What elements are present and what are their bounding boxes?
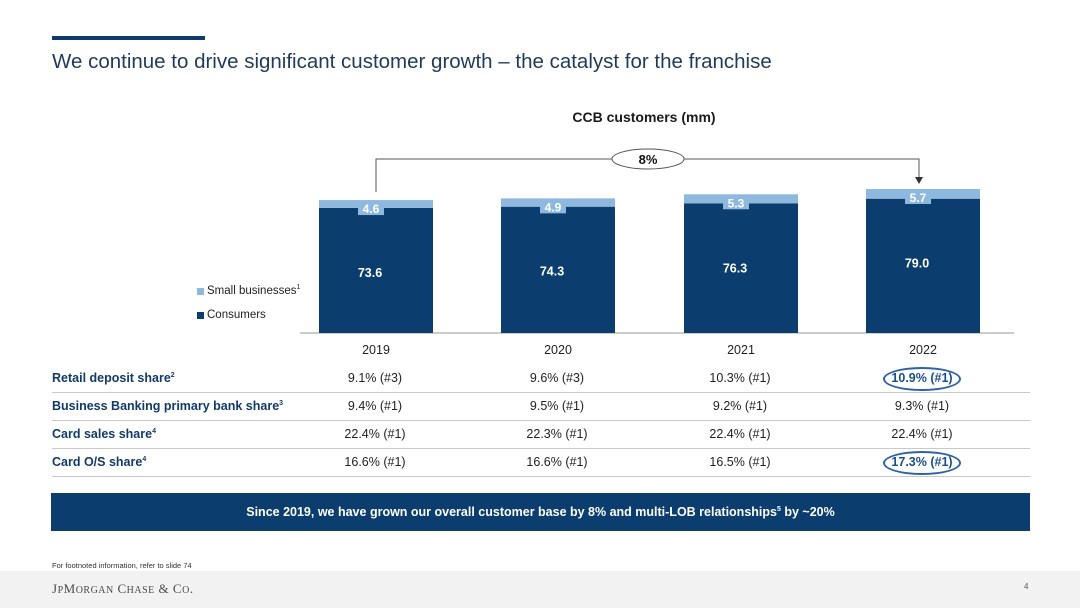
growth-badge bbox=[611, 148, 685, 170]
row-label: Card sales share4 bbox=[52, 427, 156, 441]
bar-consumers-2019 bbox=[319, 207, 433, 333]
slide-title: We continue to drive significant custome… bbox=[52, 50, 772, 73]
table-row: Card O/S share4 16.6% (#1) 16.6% (#1) 16.5%… bbox=[52, 449, 1030, 477]
table-cell: 16.5% (#1) bbox=[709, 455, 771, 469]
row-label-text: Business Banking primary bank share bbox=[52, 399, 280, 413]
highlight-oval bbox=[883, 367, 961, 391]
table-cell: 22.4% (#1) bbox=[709, 427, 771, 441]
table-cell: 9.3% (#1) bbox=[894, 399, 950, 413]
chart-title: CCB customers (mm) bbox=[572, 109, 716, 125]
highlight-oval bbox=[883, 451, 961, 475]
legend-label-consumers: Consumers bbox=[207, 309, 266, 321]
row-label-text: Retail deposit share bbox=[52, 371, 171, 385]
summary-banner: Since 2019, we have grown our overall cu… bbox=[51, 493, 1030, 531]
table-cell: 9.1% (#3) bbox=[347, 371, 403, 385]
data-label-small-businesses-2022: 5.7 bbox=[910, 191, 927, 205]
table-cell: 22.4% (#1) bbox=[891, 427, 953, 441]
row-label-footnote: 2 bbox=[170, 371, 175, 379]
table-cell: 22.3% (#1) bbox=[526, 427, 588, 441]
data-label-small-businesses-2019: 4.6 bbox=[363, 202, 380, 216]
legend-label-small-businesses: Small businesses1 bbox=[207, 284, 301, 297]
x-tick-label-2019: 2019 bbox=[362, 343, 390, 357]
market-share-table: Retail deposit share2 9.1% (#3) 9.6% (#3) 1… bbox=[52, 365, 1030, 477]
label-box-small-businesses-2022 bbox=[905, 192, 931, 205]
table-cell: 9.5% (#1) bbox=[529, 399, 585, 413]
legend-swatch-small-businesses bbox=[197, 287, 204, 295]
x-tick-label-2021: 2021 bbox=[727, 343, 755, 357]
x-tick-label-2020: 2020 bbox=[544, 343, 572, 357]
label-box-small-businesses-2019 bbox=[358, 203, 384, 216]
table-row: Card sales share4 22.4% (#1) 22.3% (#1) 22.… bbox=[52, 421, 1030, 449]
table-cell: 16.6% (#1) bbox=[526, 455, 588, 469]
growth-label: 8% bbox=[639, 152, 658, 167]
row-label-text: Card sales share bbox=[52, 427, 153, 441]
table-cell: 10.3% (#1) bbox=[709, 371, 771, 385]
footer-bar bbox=[0, 571, 1080, 608]
bar-consumers-2021 bbox=[684, 203, 798, 333]
table-cell: 9.2% (#1) bbox=[712, 399, 768, 413]
row-label-footnote: 4 bbox=[142, 455, 147, 463]
table-cell: 16.6% (#1) bbox=[344, 455, 406, 469]
table-cell: 9.6% (#3) bbox=[529, 371, 585, 385]
table-cell: 9.4% (#1) bbox=[347, 399, 403, 413]
data-label-consumers-2020: 74.3 bbox=[540, 265, 564, 279]
growth-arrowhead bbox=[915, 177, 923, 185]
stacked-bar-chart: 4.6 73.6 2019 4.9 74.3 2020 5.3 76.3 2021 5.7 79.0… bbox=[300, 148, 1014, 357]
legend-item-small-businesses: Small businesses1 bbox=[197, 284, 300, 298]
data-label-consumers-2022: 79.0 bbox=[905, 257, 929, 271]
table-row: Business Banking primary bank share3 9.4%… bbox=[52, 393, 1030, 421]
table-row: Retail deposit share2 9.1% (#3) 9.6% (#3) 1… bbox=[52, 365, 1030, 393]
title-accent-bar bbox=[52, 36, 205, 40]
data-label-consumers-2019: 73.6 bbox=[358, 266, 382, 280]
row-label: Retail deposit share2 bbox=[52, 371, 175, 385]
legend-item-consumers: Consumers bbox=[197, 308, 300, 322]
row-label: Business Banking primary bank share3 bbox=[52, 399, 283, 413]
row-label-footnote: 3 bbox=[279, 399, 284, 407]
chart-legend: Small businesses1 Consumers bbox=[197, 284, 300, 332]
data-label-consumers-2021: 76.3 bbox=[723, 261, 747, 275]
footnote: For footnoted information, refer to slid… bbox=[52, 561, 192, 570]
table-cell: 22.4% (#1) bbox=[344, 427, 406, 441]
x-tick-label-2022: 2022 bbox=[909, 343, 937, 357]
row-label-footnote: 4 bbox=[152, 427, 156, 435]
label-box-small-businesses-2021 bbox=[723, 197, 749, 210]
row-label: Card O/S share4 bbox=[52, 455, 146, 469]
legend-swatch-consumers bbox=[197, 311, 204, 319]
bar-consumers-2022 bbox=[866, 198, 980, 333]
page-number: 4 bbox=[1024, 582, 1029, 591]
data-label-small-businesses-2021: 5.3 bbox=[728, 196, 745, 210]
company-logo: JPMORGAN CHASE & CO. bbox=[52, 581, 194, 596]
banner-text: Since 2019, we have grown our overall cu… bbox=[246, 505, 835, 519]
label-box-small-businesses-2020 bbox=[540, 201, 566, 214]
bar-consumers-2020 bbox=[501, 206, 615, 333]
data-label-small-businesses-2020: 4.9 bbox=[545, 200, 562, 214]
row-label-text: Card O/S share bbox=[52, 455, 143, 469]
